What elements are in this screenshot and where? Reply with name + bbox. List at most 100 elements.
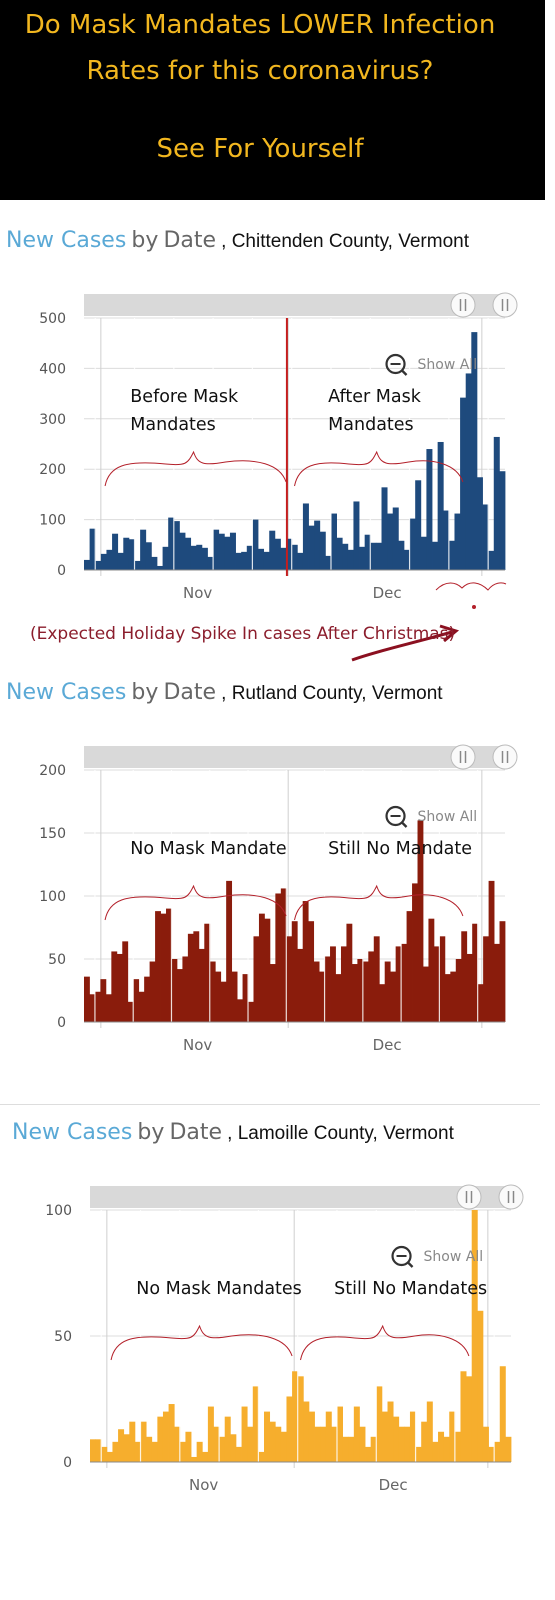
bar bbox=[482, 1426, 489, 1462]
bar bbox=[494, 943, 500, 1022]
bar bbox=[324, 956, 331, 1022]
bar bbox=[330, 513, 337, 570]
bar bbox=[90, 1439, 97, 1462]
bar bbox=[417, 820, 424, 1022]
bar bbox=[123, 1434, 130, 1462]
bar bbox=[89, 528, 96, 570]
bar bbox=[286, 1396, 293, 1462]
bar bbox=[488, 550, 495, 570]
bar bbox=[106, 1451, 113, 1462]
bar bbox=[246, 545, 253, 570]
bar bbox=[438, 1431, 445, 1462]
bar bbox=[387, 1401, 394, 1462]
range-handle-right[interactable] bbox=[498, 1184, 524, 1210]
show-all-button[interactable]: Show All bbox=[385, 353, 478, 376]
bar bbox=[303, 1401, 310, 1462]
bar bbox=[346, 923, 353, 1022]
range-handle-left[interactable] bbox=[450, 744, 476, 770]
holiday-arrow-head bbox=[439, 624, 460, 643]
x-tick-label: Dec bbox=[379, 1476, 408, 1494]
bar bbox=[235, 1446, 242, 1462]
y-tick-label: 400 bbox=[39, 361, 66, 377]
bar bbox=[428, 918, 435, 1022]
range-handle-right[interactable] bbox=[492, 292, 518, 318]
bar bbox=[100, 979, 107, 1022]
hand-drawn-brace bbox=[110, 1324, 293, 1361]
bar bbox=[140, 1421, 147, 1462]
bar bbox=[302, 901, 309, 1022]
bar bbox=[499, 921, 506, 1022]
bar bbox=[101, 1446, 108, 1462]
x-tick-label: Nov bbox=[183, 584, 212, 602]
bar bbox=[179, 1441, 186, 1462]
chart-heading-date: Date bbox=[163, 680, 217, 705]
bar bbox=[412, 883, 418, 1022]
bar bbox=[499, 1366, 506, 1462]
y-tick-label: 0 bbox=[63, 1455, 72, 1471]
bar bbox=[235, 552, 242, 570]
bar bbox=[319, 531, 326, 570]
y-tick-label: 100 bbox=[39, 889, 66, 905]
bar bbox=[387, 513, 394, 570]
bar bbox=[133, 979, 140, 1022]
bar bbox=[482, 504, 489, 570]
range-brush-bar[interactable] bbox=[84, 746, 505, 768]
bar bbox=[465, 373, 472, 570]
range-handle-right[interactable] bbox=[492, 744, 518, 770]
y-tick-label: 0 bbox=[57, 1015, 66, 1031]
hand-drawn-brace bbox=[294, 884, 464, 921]
bar bbox=[204, 923, 211, 1022]
zoom-out-icon bbox=[400, 369, 408, 376]
bar bbox=[149, 961, 156, 1022]
bar bbox=[477, 984, 484, 1022]
bar bbox=[472, 923, 479, 1022]
range-brush-bar[interactable] bbox=[84, 294, 505, 316]
bar bbox=[112, 1441, 119, 1462]
bar bbox=[207, 556, 214, 570]
y-tick-label: 50 bbox=[48, 952, 66, 968]
bar bbox=[432, 541, 439, 570]
y-tick-label: 200 bbox=[39, 763, 66, 779]
bar bbox=[224, 1416, 231, 1462]
bar bbox=[122, 941, 129, 1022]
y-tick-label: 200 bbox=[39, 462, 66, 478]
bar bbox=[275, 893, 282, 1022]
bar bbox=[319, 971, 325, 1022]
bar bbox=[392, 507, 399, 570]
x-tick-label: Nov bbox=[183, 1036, 212, 1054]
range-brush-bar[interactable] bbox=[90, 1186, 511, 1208]
bar bbox=[269, 1421, 276, 1462]
range-handle-left[interactable] bbox=[450, 292, 476, 318]
bar bbox=[168, 517, 175, 570]
bar bbox=[488, 880, 495, 1022]
bar bbox=[325, 1411, 332, 1462]
chart-heading-date: Date bbox=[163, 228, 217, 253]
bar bbox=[454, 1431, 461, 1462]
chart-heading-new-cases: New Cases bbox=[6, 228, 127, 253]
x-tick-label: Dec bbox=[373, 584, 402, 602]
bar bbox=[151, 556, 158, 570]
bar bbox=[330, 946, 336, 1022]
bar bbox=[111, 951, 118, 1022]
bar bbox=[219, 1436, 226, 1462]
zoom-out-icon bbox=[400, 821, 408, 828]
show-all-button[interactable]: Show All bbox=[391, 1245, 484, 1268]
y-tick-label: 50 bbox=[54, 1329, 72, 1345]
show-all-button[interactable]: Show All bbox=[385, 805, 478, 828]
bar bbox=[450, 971, 457, 1022]
zoom-out-icon bbox=[385, 805, 406, 827]
bar bbox=[308, 525, 315, 570]
chart-heading-place: , Rutland County, Vermont bbox=[221, 683, 443, 704]
bar bbox=[357, 959, 364, 1022]
bar bbox=[493, 436, 500, 570]
annotation-label-left: Mandates bbox=[130, 415, 216, 435]
bar bbox=[376, 1386, 383, 1462]
bar bbox=[477, 1310, 484, 1462]
bar bbox=[207, 1406, 214, 1462]
bar bbox=[179, 532, 186, 570]
bar bbox=[455, 959, 462, 1022]
y-tick-label: 100 bbox=[39, 513, 66, 529]
bar bbox=[171, 959, 178, 1022]
range-handle-left[interactable] bbox=[456, 1184, 482, 1210]
bar bbox=[286, 538, 293, 570]
